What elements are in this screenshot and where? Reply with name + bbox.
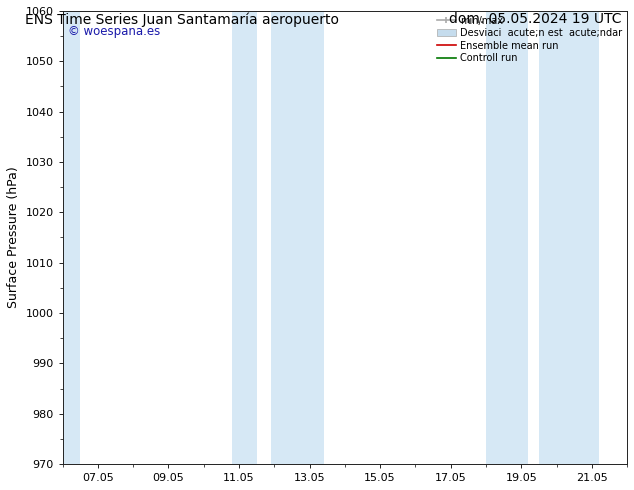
Text: © woespana.es: © woespana.es — [68, 24, 160, 38]
Text: dom. 05.05.2024 19 UTC: dom. 05.05.2024 19 UTC — [449, 12, 621, 26]
Legend: min/max, Desviaci  acute;n est  acute;ndar, Ensemble mean run, Controll run: min/max, Desviaci acute;n est acute;ndar… — [435, 14, 624, 65]
Bar — [539, 11, 599, 464]
Y-axis label: Surface Pressure (hPa): Surface Pressure (hPa) — [7, 167, 20, 308]
Bar — [486, 11, 528, 464]
Bar — [271, 11, 324, 464]
Bar — [63, 11, 81, 464]
Bar — [232, 11, 257, 464]
Text: ENS Time Series Juan Santamaría aeropuerto: ENS Time Series Juan Santamaría aeropuer… — [25, 12, 339, 27]
